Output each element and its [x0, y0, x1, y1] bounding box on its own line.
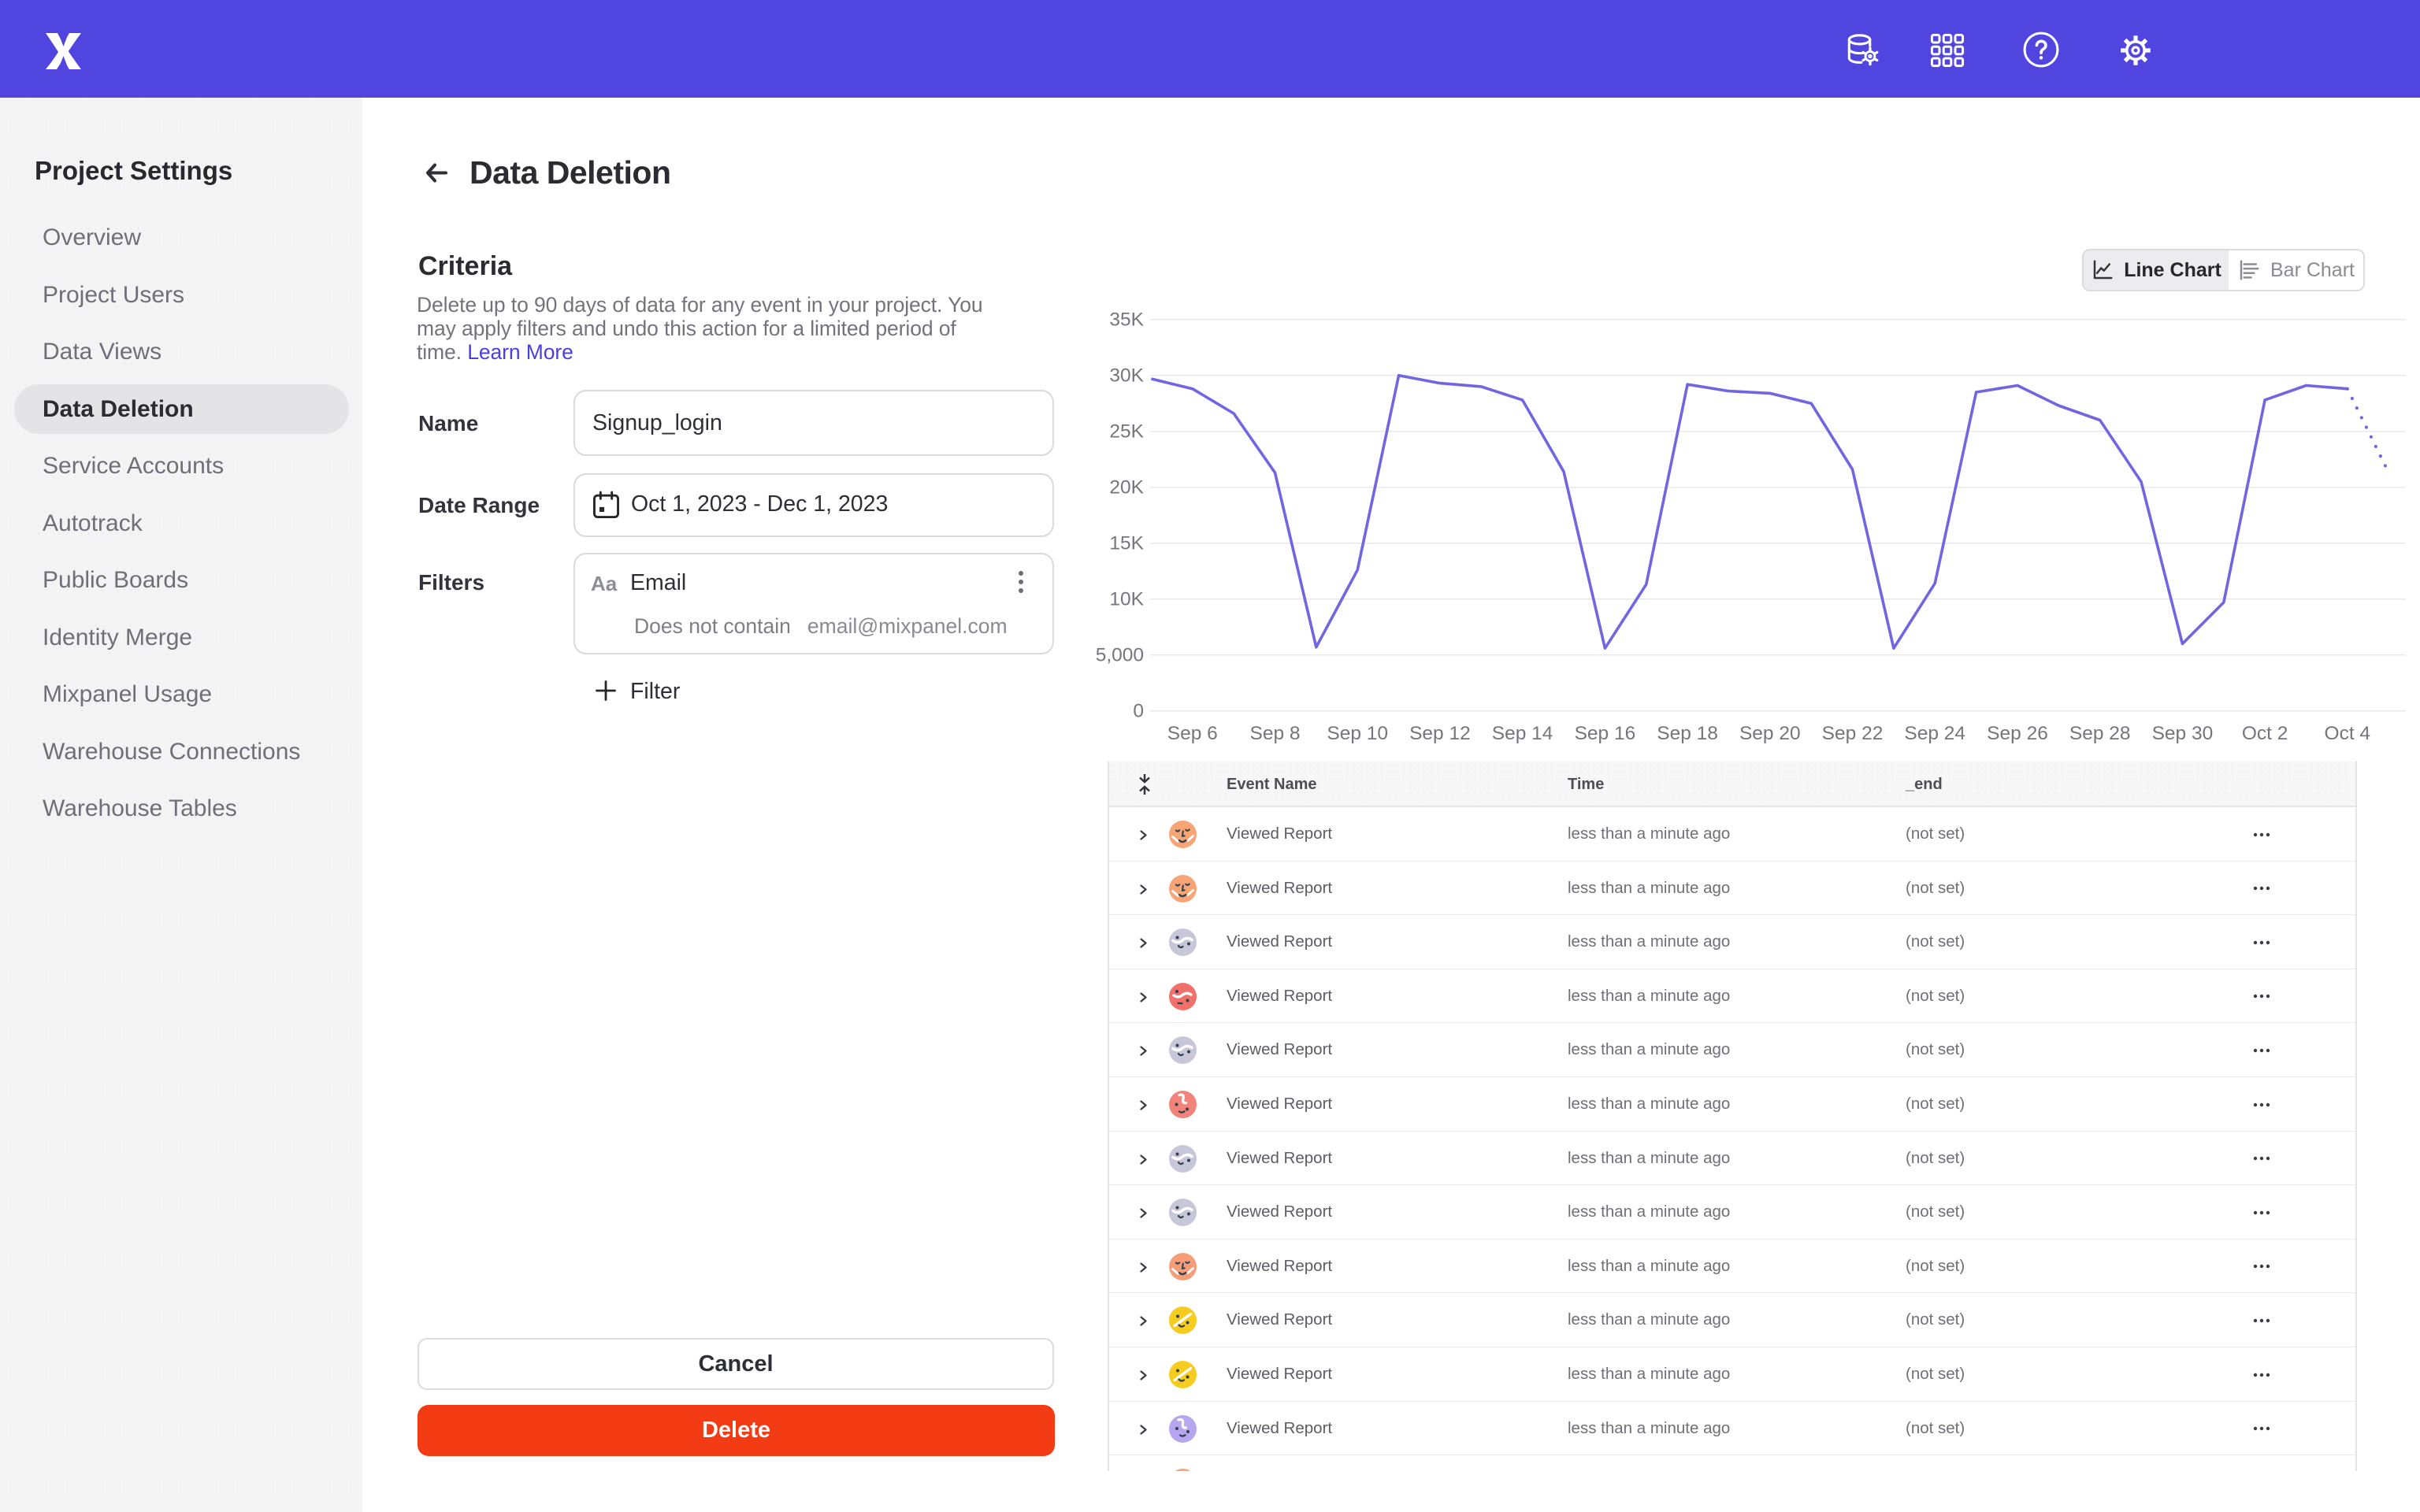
svg-text:Sep 16: Sep 16 [1575, 723, 1636, 744]
svg-text:Sep 22: Sep 22 [1822, 723, 1884, 744]
svg-text:Sep 8: Sep 8 [1249, 723, 1300, 744]
svg-text:0: 0 [1133, 701, 1144, 722]
svg-text:10K: 10K [1109, 589, 1144, 610]
svg-text:Sep 24: Sep 24 [1904, 723, 1965, 744]
svg-text:Sep 6: Sep 6 [1167, 723, 1218, 744]
svg-text:Sep 28: Sep 28 [2069, 723, 2131, 744]
svg-text:30K: 30K [1109, 365, 1144, 387]
svg-text:35K: 35K [1109, 309, 1144, 331]
svg-text:15K: 15K [1109, 533, 1144, 554]
svg-text:25K: 25K [1109, 421, 1144, 443]
svg-text:Sep 20: Sep 20 [1739, 723, 1801, 744]
svg-text:Sep 12: Sep 12 [1409, 723, 1471, 744]
svg-text:Oct 4: Oct 4 [2325, 723, 2371, 744]
svg-text:Sep 10: Sep 10 [1327, 723, 1388, 744]
svg-text:Oct 2: Oct 2 [2242, 723, 2288, 744]
svg-text:5,000: 5,000 [1096, 645, 1144, 666]
svg-text:Sep 26: Sep 26 [1987, 723, 2048, 744]
svg-text:Sep 14: Sep 14 [1492, 723, 1553, 744]
svg-text:Sep 30: Sep 30 [2152, 723, 2214, 744]
svg-text:Sep 18: Sep 18 [1657, 723, 1718, 744]
svg-text:20K: 20K [1109, 477, 1144, 498]
